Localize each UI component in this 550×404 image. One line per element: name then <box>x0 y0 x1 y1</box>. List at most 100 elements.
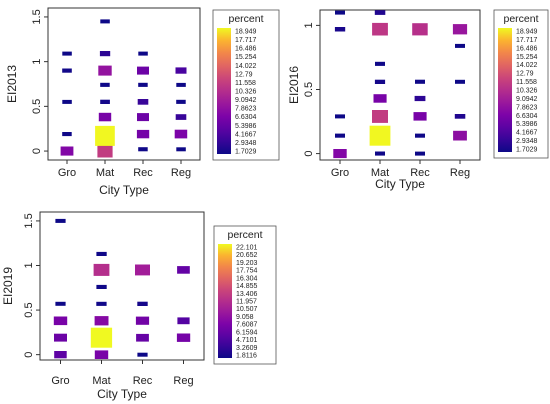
heat-cell <box>369 125 391 146</box>
legend-label: 6.6304 <box>235 114 257 121</box>
heat-cell <box>62 132 72 137</box>
panel-ei2019: Gro Mat Rec Reg 0 0.5 1 1.5 City Type EI2019 perce… <box>1 211 277 401</box>
legend-label: 11.957 <box>236 299 257 306</box>
legend-label: 11.558 <box>235 80 256 87</box>
heat-cell <box>98 65 112 76</box>
legend-label: 18.949 <box>516 29 538 36</box>
heat-cell <box>373 94 387 103</box>
heat-cell <box>53 316 68 326</box>
y-tick-label: 1.5 <box>23 213 35 228</box>
heat-cell <box>374 79 386 84</box>
legend-label: 3.2609 <box>236 345 258 352</box>
plot-frame <box>47 7 201 161</box>
heat-cell <box>412 23 428 36</box>
heat-cell <box>93 263 110 276</box>
legend-label: 14.855 <box>236 283 258 290</box>
heat-cell <box>335 133 345 138</box>
legend-label: 9.058 <box>236 314 254 321</box>
legend-label: 15.254 <box>516 54 538 61</box>
legend-label: 10.326 <box>516 88 538 95</box>
x-tick-label: Rec <box>133 167 153 179</box>
heat-cell <box>60 146 74 156</box>
y-tick-label: 0 <box>303 151 315 157</box>
heat-cell <box>100 82 110 87</box>
legend-label: 12.79 <box>516 71 534 78</box>
y-tick-label: 0.5 <box>31 99 43 114</box>
legend: percent18.94917.71716.48615.25414.02212.… <box>212 9 280 161</box>
legend-label: 6.6304 <box>516 113 538 120</box>
legend-title: percent <box>227 229 262 241</box>
heat-cell <box>100 19 110 24</box>
legend-colorbar <box>218 244 232 358</box>
heat-cell <box>335 114 345 119</box>
heat-cell <box>176 82 186 87</box>
heat-cell <box>54 351 67 359</box>
heat-cell <box>454 114 466 119</box>
heat-cell <box>62 51 72 56</box>
heat-cell <box>94 350 109 359</box>
y-axis-title: EI2013 <box>5 65 19 103</box>
legend-label: 17.717 <box>516 37 538 44</box>
heat-cell <box>54 333 67 342</box>
legend-label: 2.9348 <box>516 138 538 145</box>
legend-label: 16.486 <box>235 46 257 53</box>
legend-label: 22.101 <box>236 245 258 252</box>
heat-cell <box>137 301 148 306</box>
heat-cell <box>455 43 465 48</box>
heat-cell <box>138 51 148 56</box>
x-tick-label: Reg <box>171 167 191 179</box>
heat-cell <box>94 316 109 326</box>
heat-cell <box>455 79 465 84</box>
legend-label: 17.717 <box>235 37 257 44</box>
legend-label: 16.304 <box>236 275 258 282</box>
heat-cell <box>372 22 388 36</box>
legend: percent18.94917.71716.48615.25414.02212.… <box>493 9 549 159</box>
heat-cell <box>413 112 427 121</box>
legend-label: 17.754 <box>236 268 258 275</box>
heat-cell <box>99 51 111 57</box>
legend-label: 4.7101 <box>236 337 258 344</box>
x-tick-label: Rec <box>410 167 430 179</box>
panel-ei2013: Gro Mat Rec Reg 0 0.5 1 1.5 City Type EI2013 perce… <box>5 7 280 197</box>
y-axis-title: EI2019 <box>1 267 15 305</box>
heat-cell <box>415 151 425 156</box>
heat-cell <box>335 10 345 15</box>
legend: percent 22.10120.65219.20317.75416.30414.… <box>213 225 277 365</box>
heat-cell <box>90 327 113 348</box>
heat-cell <box>176 333 191 342</box>
legend-label: 1.7029 <box>516 147 538 154</box>
heat-cell <box>175 67 187 74</box>
panel-ei2016: Gro Mat Rec Reg 0 0.5 1 City Type EI2016 percent 1… <box>287 9 549 191</box>
heat-cell <box>98 112 112 122</box>
legend-colorbar <box>498 28 512 152</box>
y-axis-title: EI2016 <box>287 66 301 104</box>
legend-label: 7.6087 <box>236 322 258 329</box>
x-axis-title: City Type <box>99 183 149 197</box>
legend-label: 10.507 <box>236 306 258 313</box>
x-tick-label: Mat <box>92 375 110 387</box>
x-tick-label: Gro <box>58 167 76 179</box>
heat-cell <box>96 301 107 306</box>
heat-cell <box>138 82 148 87</box>
y-tick-label: 0 <box>23 352 35 358</box>
heat-cell <box>100 99 110 104</box>
legend-label: 18.949 <box>235 29 257 36</box>
heat-cell <box>374 10 386 15</box>
heat-cell <box>136 333 149 342</box>
legend-label: 5.3986 <box>516 121 538 128</box>
legend-label: 9.0942 <box>516 96 538 103</box>
legend-title: percent <box>503 13 538 25</box>
legend-label: 1.8116 <box>236 353 257 360</box>
x-tick-label: Mat <box>96 167 114 179</box>
x-axis-title: City Type <box>375 177 425 191</box>
plot-frame <box>39 211 205 361</box>
legend-label: 4.1667 <box>516 130 538 137</box>
heat-cell <box>175 114 187 120</box>
x-axis-title: City Type <box>97 387 147 401</box>
x-tick-label: Reg <box>450 167 470 179</box>
legend-label: 16.486 <box>516 45 538 52</box>
heat-cell <box>176 147 186 152</box>
heat-cell <box>137 66 149 75</box>
heat-cell <box>177 266 190 274</box>
